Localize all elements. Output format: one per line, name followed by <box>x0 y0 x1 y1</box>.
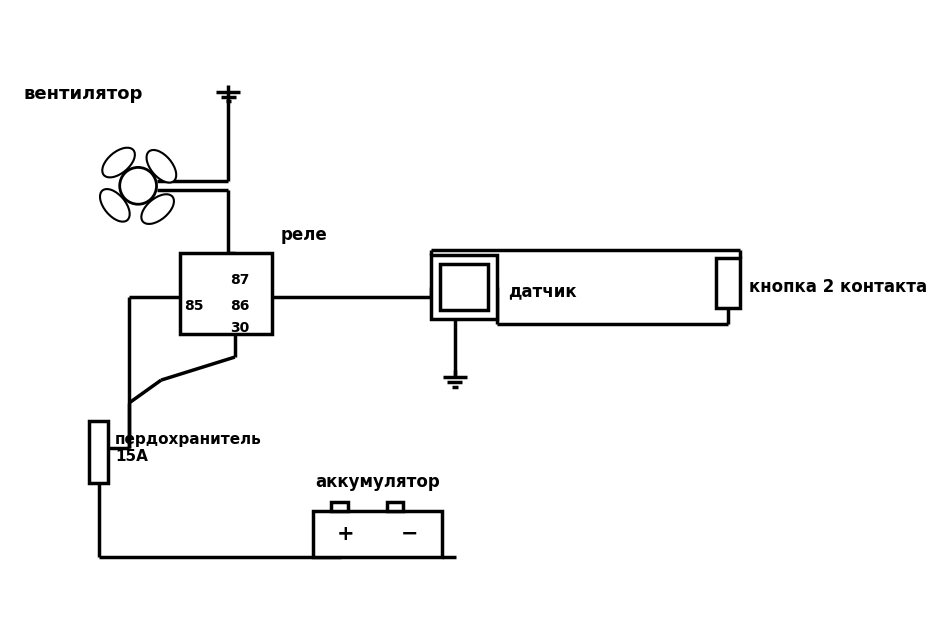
Ellipse shape <box>102 148 135 178</box>
Text: +: + <box>336 524 354 544</box>
Bar <box>90 421 108 483</box>
Text: пердохранитель
15А: пердохранитель 15А <box>115 432 261 464</box>
Circle shape <box>120 168 157 204</box>
Bar <box>312 511 442 557</box>
Text: датчик: датчик <box>508 283 576 301</box>
Text: 86: 86 <box>230 299 249 313</box>
Bar <box>331 502 347 511</box>
Ellipse shape <box>100 189 129 222</box>
Ellipse shape <box>146 150 176 183</box>
Text: 30: 30 <box>230 321 249 335</box>
Text: аккумулятор: аккумулятор <box>314 473 439 490</box>
Text: вентилятор: вентилятор <box>23 85 143 103</box>
Bar <box>440 264 487 310</box>
Text: реле: реле <box>280 226 328 244</box>
Text: кнопка 2 контакта: кнопка 2 контакта <box>749 278 927 296</box>
Ellipse shape <box>142 194 174 224</box>
Text: −: − <box>400 524 418 544</box>
Text: 87: 87 <box>230 273 249 287</box>
Bar <box>430 255 497 320</box>
Text: 85: 85 <box>184 299 204 313</box>
Bar <box>716 258 739 308</box>
Bar <box>179 253 271 334</box>
Bar <box>386 502 403 511</box>
